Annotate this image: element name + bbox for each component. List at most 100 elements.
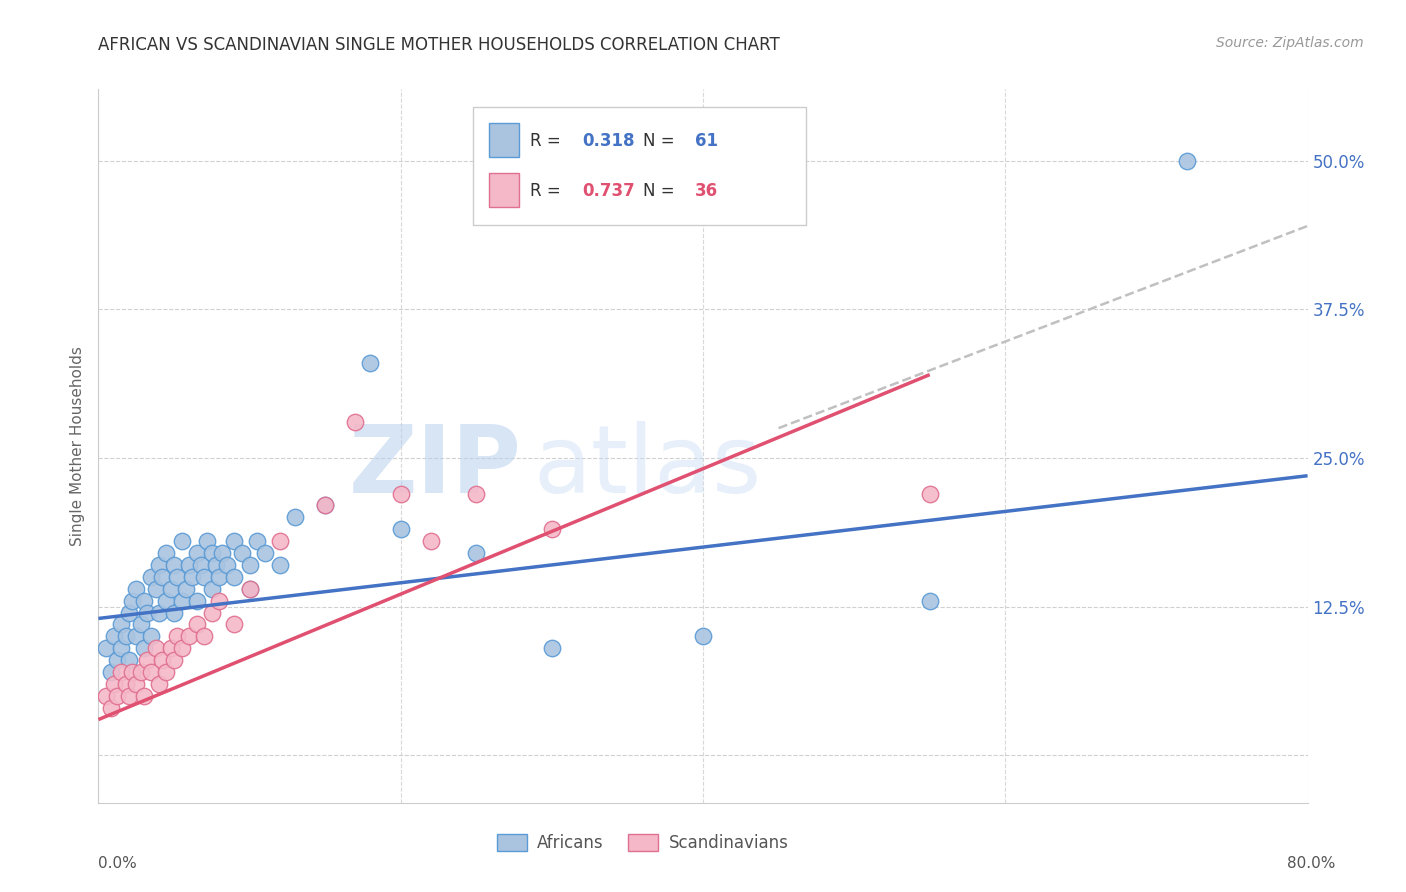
Point — [170, 534, 193, 549]
Point — [163, 606, 186, 620]
Point — [224, 570, 246, 584]
Text: R =: R = — [530, 132, 567, 150]
Text: 0.0%: 0.0% — [98, 856, 138, 871]
Point — [193, 629, 215, 643]
Point — [141, 665, 163, 679]
Point — [1175, 153, 1198, 168]
Point — [284, 510, 307, 524]
Legend: Africans, Scandinavians: Africans, Scandinavians — [491, 827, 794, 859]
FancyBboxPatch shape — [489, 123, 519, 157]
Point — [132, 689, 155, 703]
Point — [201, 606, 224, 620]
Point — [114, 629, 136, 643]
Point — [208, 593, 231, 607]
Point — [314, 499, 336, 513]
Point — [179, 629, 201, 643]
Point — [135, 653, 157, 667]
Point — [186, 617, 208, 632]
Point — [201, 582, 224, 596]
Text: atlas: atlas — [534, 421, 762, 514]
Point — [163, 653, 186, 667]
Text: N =: N = — [643, 132, 679, 150]
Point — [105, 653, 128, 667]
Point — [193, 570, 215, 584]
Point — [145, 641, 167, 656]
Point — [163, 558, 186, 572]
Point — [215, 558, 238, 572]
Point — [239, 582, 262, 596]
Point — [155, 546, 177, 560]
Point — [692, 629, 714, 643]
FancyBboxPatch shape — [489, 173, 519, 207]
Point — [269, 534, 291, 549]
Point — [918, 486, 941, 500]
Point — [205, 558, 228, 572]
Point — [360, 356, 382, 370]
Point — [148, 606, 170, 620]
Point — [141, 570, 163, 584]
Point — [129, 617, 152, 632]
Point — [314, 499, 336, 513]
Point — [170, 641, 193, 656]
Point — [110, 665, 132, 679]
Point — [94, 641, 117, 656]
Point — [211, 546, 233, 560]
Text: AFRICAN VS SCANDINAVIAN SINGLE MOTHER HOUSEHOLDS CORRELATION CHART: AFRICAN VS SCANDINAVIAN SINGLE MOTHER HO… — [98, 36, 780, 54]
Point — [118, 653, 141, 667]
Point — [166, 570, 188, 584]
Point — [132, 641, 155, 656]
Point — [918, 593, 941, 607]
Text: 80.0%: 80.0% — [1288, 856, 1336, 871]
Point — [239, 582, 262, 596]
Point — [269, 558, 291, 572]
Point — [540, 522, 562, 536]
Point — [170, 593, 193, 607]
Point — [465, 486, 488, 500]
Point — [540, 641, 562, 656]
Point — [179, 558, 201, 572]
Point — [114, 677, 136, 691]
Point — [208, 570, 231, 584]
Point — [186, 593, 208, 607]
Point — [135, 606, 157, 620]
Point — [129, 665, 152, 679]
Point — [103, 677, 125, 691]
Point — [103, 629, 125, 643]
Point — [465, 546, 488, 560]
Text: R =: R = — [530, 182, 567, 200]
Point — [132, 593, 155, 607]
Point — [125, 677, 148, 691]
Point — [174, 582, 197, 596]
Text: N =: N = — [643, 182, 679, 200]
FancyBboxPatch shape — [474, 107, 806, 225]
Point — [145, 582, 167, 596]
Point — [150, 570, 173, 584]
Point — [253, 546, 276, 560]
Text: 61: 61 — [695, 132, 717, 150]
Point — [160, 582, 183, 596]
Point — [110, 617, 132, 632]
Point — [110, 641, 132, 656]
Point — [105, 689, 128, 703]
Point — [118, 689, 141, 703]
Point — [121, 665, 143, 679]
Y-axis label: Single Mother Households: Single Mother Households — [69, 346, 84, 546]
Point — [166, 629, 188, 643]
Point — [344, 415, 367, 429]
Point — [195, 534, 218, 549]
Point — [224, 617, 246, 632]
Point — [148, 677, 170, 691]
Point — [420, 534, 443, 549]
Point — [389, 522, 412, 536]
Text: 0.737: 0.737 — [582, 182, 636, 200]
Point — [155, 665, 177, 679]
Point — [231, 546, 253, 560]
Point — [181, 570, 204, 584]
Point — [125, 629, 148, 643]
Text: Source: ZipAtlas.com: Source: ZipAtlas.com — [1216, 36, 1364, 50]
Point — [94, 689, 117, 703]
Point — [100, 665, 122, 679]
Text: 0.318: 0.318 — [582, 132, 634, 150]
Point — [141, 629, 163, 643]
Point — [160, 641, 183, 656]
